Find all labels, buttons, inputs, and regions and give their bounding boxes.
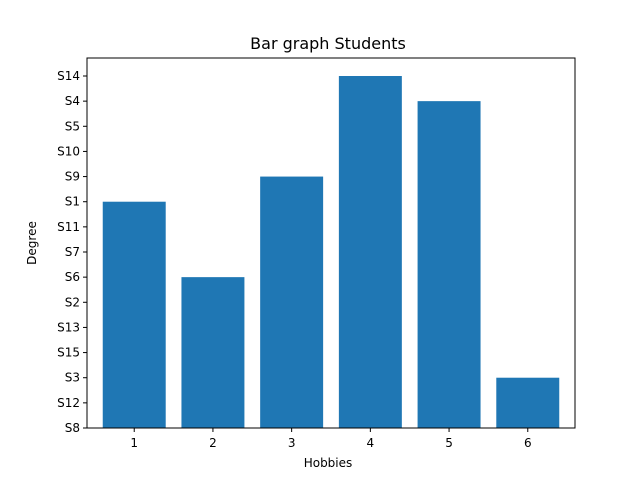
x-tick-label: 6 bbox=[524, 436, 532, 450]
x-tick-label: 5 bbox=[445, 436, 453, 450]
bars-group bbox=[102, 76, 560, 428]
chart-title: Bar graph Students bbox=[250, 34, 406, 53]
plot-frame bbox=[86, 57, 576, 429]
bar-2 bbox=[181, 277, 245, 428]
bar-5 bbox=[417, 101, 481, 428]
y-tick-label: S2 bbox=[65, 295, 80, 309]
bar-6 bbox=[496, 377, 560, 428]
y-tick-label: S6 bbox=[65, 270, 80, 284]
y-axis-ticks: S8 S12 S3 S15 S13 S2 S6 S7 S11 S1 S9 S10 S5 S4 S14 bbox=[57, 69, 87, 435]
bar-4 bbox=[338, 76, 402, 428]
y-tick-label: S12 bbox=[57, 396, 80, 410]
x-tick-label: 1 bbox=[130, 436, 138, 450]
y-tick-label: S10 bbox=[57, 144, 80, 158]
y-tick-label: S3 bbox=[65, 371, 80, 385]
y-tick-label: S15 bbox=[57, 346, 80, 360]
y-tick-label: S11 bbox=[57, 220, 80, 234]
bar-3 bbox=[260, 176, 324, 428]
y-tick-label: S14 bbox=[57, 69, 80, 83]
y-tick-label: S1 bbox=[65, 195, 80, 209]
y-tick-label: S13 bbox=[57, 320, 80, 334]
y-axis-label: Degree bbox=[25, 221, 39, 265]
y-tick-label: S5 bbox=[65, 119, 80, 133]
x-tick-label: 2 bbox=[209, 436, 217, 450]
x-axis-ticks: 1 2 3 4 5 6 bbox=[130, 428, 532, 450]
x-tick-label: 3 bbox=[288, 436, 296, 450]
bar-1 bbox=[102, 201, 166, 428]
y-tick-label: S8 bbox=[65, 421, 80, 435]
y-tick-label: S4 bbox=[65, 94, 80, 108]
y-tick-label: S7 bbox=[65, 245, 80, 259]
y-tick-label: S9 bbox=[65, 170, 80, 184]
x-tick-label: 4 bbox=[367, 436, 375, 450]
x-axis-label: Hobbies bbox=[304, 456, 353, 470]
